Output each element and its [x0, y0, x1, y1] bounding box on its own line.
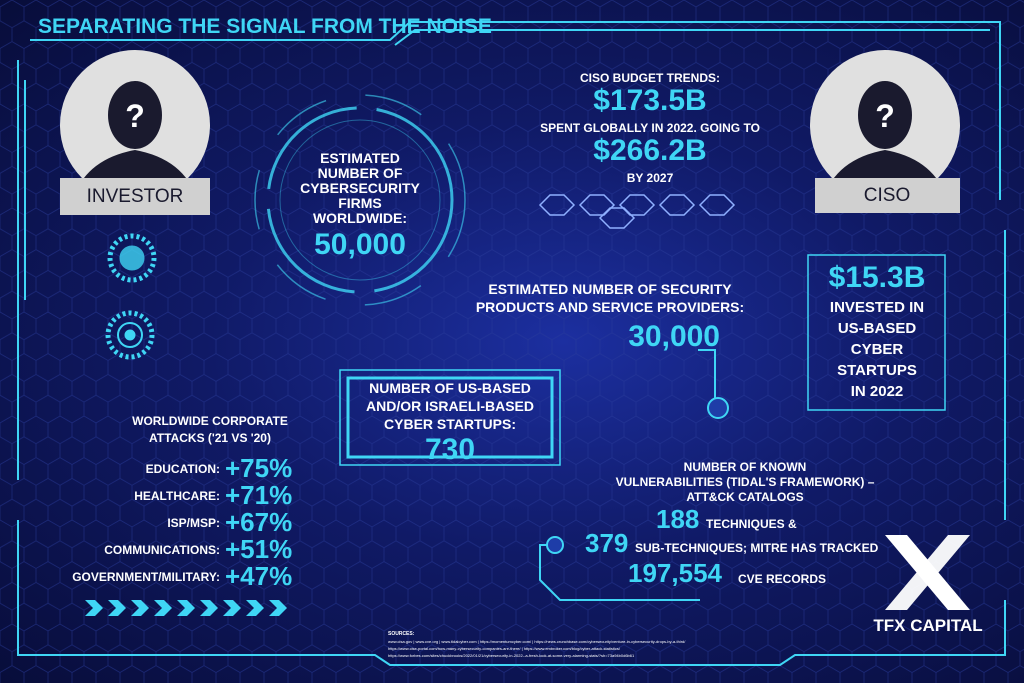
invested-text: CYBER: [850, 341, 904, 358]
avatar-icon: ?: [875, 98, 895, 134]
attack-label: EDUCATION:: [145, 462, 220, 476]
attacks-heading: ATTACKS ('21 VS '20): [149, 431, 271, 445]
startups-text: NUMBER OF US-BASED: [369, 380, 531, 396]
invested-text: IN 2022: [850, 383, 904, 400]
logo-name: TFX CAPITAL: [873, 616, 983, 635]
attack-label: COMMUNICATIONS:: [104, 543, 220, 557]
title: SEPARATING THE SIGNAL FROM THE NOISE: [38, 15, 492, 38]
vuln-text: ATT&CK CATALOGS: [686, 490, 804, 504]
vuln-text: CVE RECORDS: [738, 572, 827, 586]
invested-text: INVESTED IN: [829, 299, 925, 316]
budget-text: BY 2027: [626, 171, 674, 185]
invested-text: US-BASED: [837, 320, 917, 337]
sources-heading: SOURCES:: [388, 631, 415, 637]
invested-text: STARTUPS: [837, 362, 917, 379]
avatar-icon: ?: [125, 98, 145, 134]
firms-text: CYBERSECURITY: [300, 180, 420, 196]
invested-value: $15.3B: [828, 261, 926, 294]
vuln-value: 379: [585, 528, 629, 558]
attack-value: +47%: [225, 561, 293, 591]
budget-text: SPENT GLOBALLY IN 2022. GOING TO: [540, 121, 760, 135]
startups-text: CYBER STARTUPS:: [384, 416, 516, 432]
vuln-text: TECHNIQUES &: [706, 517, 797, 531]
ciso-label: CISO: [863, 185, 911, 206]
providers-value: 30,000: [628, 320, 720, 353]
vuln-value: 188: [656, 504, 700, 534]
vuln-value: 197,554: [628, 558, 722, 588]
attacks-heading: WORLDWIDE CORPORATE: [132, 414, 288, 428]
firms-value: 50,000: [314, 228, 406, 261]
investor-label: INVESTOR: [86, 186, 184, 207]
providers-text: ESTIMATED NUMBER OF SECURITY: [488, 281, 732, 297]
attack-value: +51%: [225, 534, 293, 564]
attack-value: +67%: [225, 507, 293, 537]
startups-text: AND/OR ISRAELI-BASED: [365, 398, 535, 414]
providers-text: PRODUCTS AND SERVICE PROVIDERS:: [475, 299, 745, 315]
attack-label: GOVERNMENT/MILITARY:: [72, 570, 220, 584]
attack-value: +75%: [225, 453, 293, 483]
firms-text: ESTIMATED: [320, 150, 400, 166]
source-line: https://www.forbes.com/sites/chuckbrooks…: [388, 653, 635, 658]
firms-text: WORLDWIDE:: [312, 210, 408, 226]
budget-value: $173.5B: [593, 84, 707, 117]
attack-label: HEALTHCARE:: [134, 489, 220, 503]
source-line: www.cisa.gov | www.cve.org | www.tidalcy…: [388, 639, 686, 644]
firms-text: NUMBER OF: [317, 165, 403, 181]
budget-value: $266.2B: [593, 134, 707, 167]
startups-value: 730: [424, 433, 476, 466]
vuln-text: SUB-TECHNIQUES; MITRE HAS TRACKED: [635, 541, 879, 555]
vuln-text: VULNERABILITIES (TIDAL'S FRAMEWORK) –: [615, 475, 875, 489]
vuln-text: NUMBER OF KNOWN: [683, 460, 807, 474]
attack-label: ISP/MSP:: [167, 516, 220, 530]
source-line: https://www.cise-portal.com/how-many-cyb…: [388, 646, 621, 651]
firms-text: FIRMS: [338, 195, 382, 211]
budget-heading: CISO BUDGET TRENDS:: [579, 71, 721, 85]
attack-value: +71%: [225, 480, 293, 510]
